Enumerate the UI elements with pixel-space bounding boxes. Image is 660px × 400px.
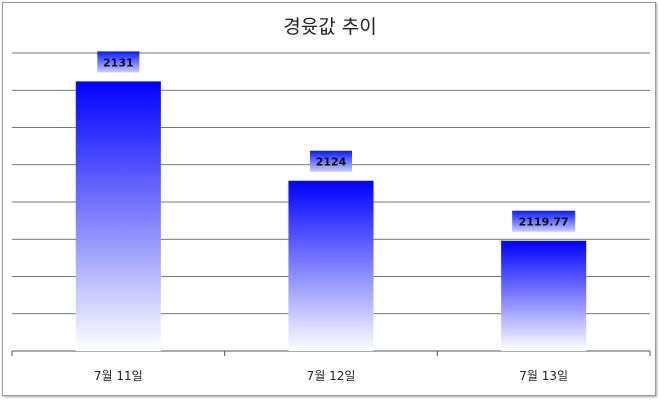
x-tick-label: 7월 12일 [307,369,356,383]
data-label-text: 2131 [103,56,134,69]
bars [75,81,587,351]
data-label-text: 2124 [316,156,347,169]
x-tick-label: 7월 11일 [94,369,143,383]
data-label: 2131 [97,51,140,73]
data-label-box [310,150,352,172]
data-label: 2119.77 [512,210,576,232]
data-label-text: 2119.77 [519,216,569,229]
data-labels: 2131 2124 2119.77 [97,51,576,232]
bar [75,81,161,351]
bar [501,240,587,351]
x-tick-labels: 7월 11일 7월 12일 7월 13일 [94,369,568,383]
bar [288,180,374,351]
data-label-box [512,210,576,232]
data-label-box [97,51,140,73]
data-label: 2124 [310,150,352,172]
chart-title: 경윳값 추이 [283,16,377,38]
x-axis [11,350,651,356]
x-tick-label: 7월 13일 [519,369,568,383]
